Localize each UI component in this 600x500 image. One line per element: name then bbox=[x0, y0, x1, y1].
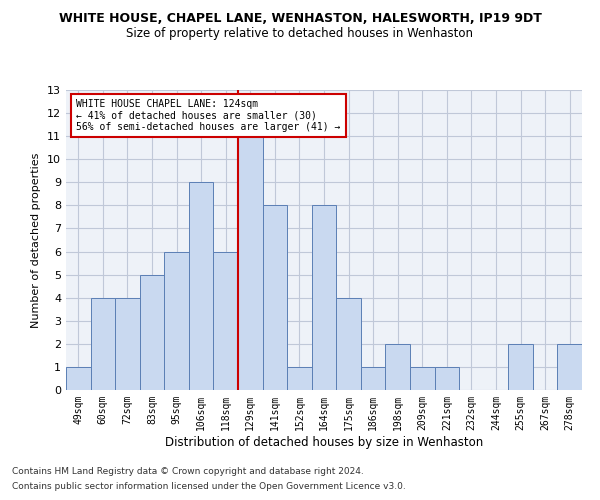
Text: WHITE HOUSE, CHAPEL LANE, WENHASTON, HALESWORTH, IP19 9DT: WHITE HOUSE, CHAPEL LANE, WENHASTON, HAL… bbox=[59, 12, 541, 26]
Bar bbox=[164, 252, 189, 390]
Bar bbox=[238, 136, 263, 390]
Bar bbox=[385, 344, 410, 390]
Bar bbox=[361, 367, 385, 390]
Text: Size of property relative to detached houses in Wenhaston: Size of property relative to detached ho… bbox=[127, 28, 473, 40]
Bar bbox=[434, 367, 459, 390]
Text: Contains HM Land Registry data © Crown copyright and database right 2024.: Contains HM Land Registry data © Crown c… bbox=[12, 467, 364, 476]
Bar bbox=[115, 298, 140, 390]
Bar bbox=[66, 367, 91, 390]
Bar bbox=[214, 252, 238, 390]
Bar bbox=[91, 298, 115, 390]
Text: WHITE HOUSE CHAPEL LANE: 124sqm
← 41% of detached houses are smaller (30)
56% of: WHITE HOUSE CHAPEL LANE: 124sqm ← 41% of… bbox=[76, 99, 341, 132]
Bar bbox=[140, 274, 164, 390]
X-axis label: Distribution of detached houses by size in Wenhaston: Distribution of detached houses by size … bbox=[165, 436, 483, 448]
Bar bbox=[508, 344, 533, 390]
Bar bbox=[287, 367, 312, 390]
Bar bbox=[336, 298, 361, 390]
Y-axis label: Number of detached properties: Number of detached properties bbox=[31, 152, 41, 328]
Text: Contains public sector information licensed under the Open Government Licence v3: Contains public sector information licen… bbox=[12, 482, 406, 491]
Bar bbox=[557, 344, 582, 390]
Bar bbox=[410, 367, 434, 390]
Bar bbox=[189, 182, 214, 390]
Bar bbox=[263, 206, 287, 390]
Bar bbox=[312, 206, 336, 390]
